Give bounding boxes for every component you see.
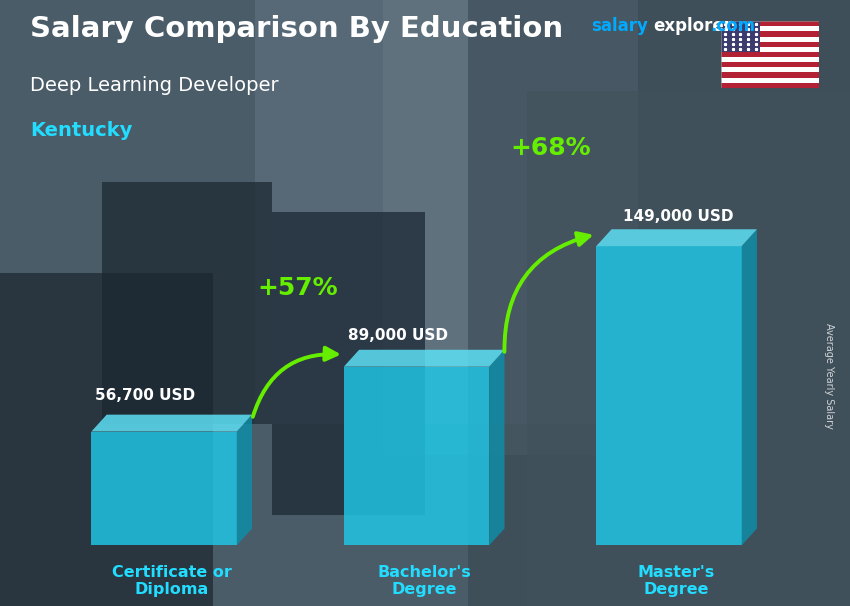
Text: 89,000 USD: 89,000 USD (348, 328, 448, 342)
Bar (468, 0, 850, 606)
Text: Kentucky: Kentucky (30, 121, 132, 140)
Bar (721, 67, 819, 73)
Text: 56,700 USD: 56,700 USD (95, 388, 196, 404)
Bar (527, 91, 850, 606)
Bar (102, 182, 272, 424)
Bar (721, 52, 819, 57)
Text: .com: .com (711, 17, 756, 35)
Bar (721, 73, 819, 78)
Bar (721, 78, 819, 83)
Polygon shape (596, 246, 741, 545)
Polygon shape (343, 350, 504, 367)
Bar (0, 273, 212, 606)
Text: salary: salary (591, 17, 648, 35)
Text: +57%: +57% (258, 276, 338, 300)
Bar (721, 83, 819, 88)
Bar (721, 36, 819, 42)
Bar (272, 212, 425, 515)
Bar (382, 0, 638, 454)
Bar (721, 62, 819, 67)
Text: Certificate or
Diploma: Certificate or Diploma (111, 565, 232, 597)
Bar (721, 47, 819, 52)
Text: Deep Learning Developer: Deep Learning Developer (30, 76, 278, 95)
Polygon shape (741, 229, 757, 545)
Text: explorer: explorer (653, 17, 732, 35)
Bar (721, 57, 819, 62)
Text: Average Yearly Salary: Average Yearly Salary (824, 323, 834, 428)
Polygon shape (596, 229, 756, 246)
Polygon shape (343, 367, 489, 545)
Text: 149,000 USD: 149,000 USD (623, 209, 734, 224)
Bar (255, 0, 638, 424)
Polygon shape (236, 415, 252, 545)
Bar (721, 32, 819, 36)
Bar (721, 42, 819, 47)
Polygon shape (91, 431, 236, 545)
Bar (721, 21, 760, 52)
Text: Salary Comparison By Education: Salary Comparison By Education (30, 15, 563, 43)
Bar (721, 21, 819, 26)
Bar (721, 26, 819, 32)
Text: Master's
Degree: Master's Degree (638, 565, 715, 597)
Text: +68%: +68% (510, 136, 591, 160)
Polygon shape (91, 415, 252, 431)
Text: Bachelor's
Degree: Bachelor's Degree (377, 565, 471, 597)
Polygon shape (489, 350, 504, 545)
